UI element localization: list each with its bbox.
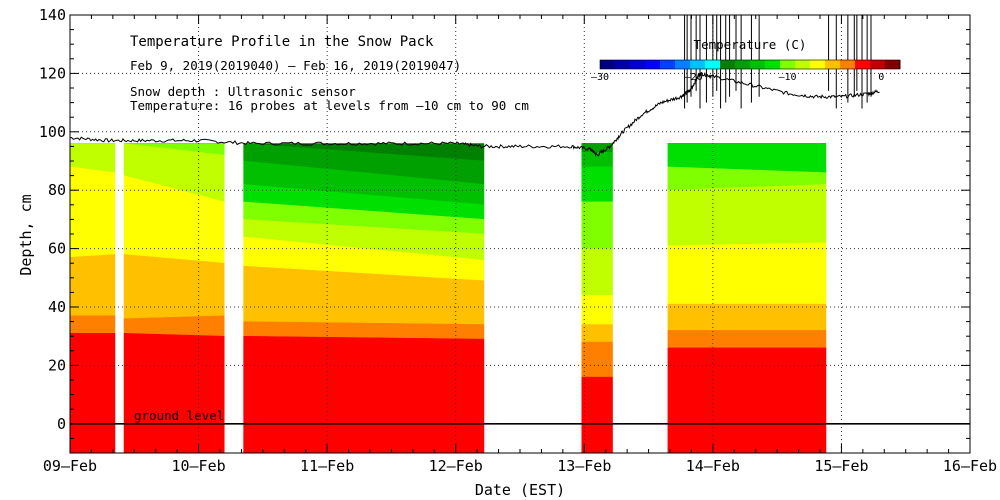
colorbar-swatch-7 (705, 60, 721, 69)
colorbar-swatch-1 (615, 60, 631, 69)
x-tick-label-0: 09–Feb (43, 457, 97, 475)
y-tick-label-2: 40 (48, 298, 66, 316)
colorbar-swatch-2 (630, 60, 646, 69)
x-tick-label-2: 11–Feb (300, 457, 354, 475)
y-tick-label-6: 120 (39, 64, 66, 82)
band-3-4 (581, 201, 613, 249)
band-3-1 (581, 143, 613, 153)
band-4-8 (667, 330, 827, 349)
band-0-6 (70, 166, 116, 258)
band-3-8 (581, 341, 613, 378)
snow-depth-line (70, 71, 880, 157)
colorbar-label-2: –10 (778, 72, 796, 83)
colorbar-swatch-13 (795, 60, 811, 69)
y-tick-label-4: 80 (48, 181, 66, 199)
colorbar-swatch-3 (645, 60, 661, 69)
colorbar-swatch-17 (855, 60, 871, 69)
band-0-9 (70, 333, 116, 453)
colorbar-frame (599, 59, 901, 70)
colorbar-swatch-0 (600, 60, 616, 69)
y-tick-label-5: 100 (39, 123, 66, 141)
colorbar-title: Temperature (C) (694, 37, 807, 52)
band-3-5 (581, 248, 613, 296)
colorbar-swatch-6 (690, 60, 706, 69)
colorbar-swatch-15 (825, 60, 841, 69)
band-1-9 (123, 333, 225, 453)
colorbar-swatch-14 (810, 60, 826, 69)
axis-ticks (69, 14, 971, 454)
band-4-6 (667, 242, 827, 305)
colorbar-swatch-19 (885, 60, 901, 69)
x-tick-label-7: 16–Feb (943, 457, 997, 475)
band-3-6 (581, 295, 613, 325)
y-tick-label-1: 20 (48, 356, 66, 374)
colorbar-swatch-18 (870, 60, 886, 69)
colorbar-swatch-4 (660, 60, 676, 69)
band-1-7 (123, 254, 225, 319)
x-tick-label-1: 10–Feb (171, 457, 225, 475)
band-4-7 (667, 303, 827, 331)
temperature-note: Temperature: 16 probes at levels from –1… (130, 98, 529, 113)
band-0-8 (70, 315, 116, 334)
colorbar-label-0: –30 (591, 72, 609, 83)
band-4-5 (667, 184, 827, 246)
y-tick-label-3: 60 (48, 240, 66, 258)
band-1-8 (123, 315, 225, 337)
chart-title: Temperature Profile in the Snow Pack (130, 34, 434, 50)
y-axis-title: Depth, cm (17, 194, 35, 275)
band-4-9 (667, 347, 827, 453)
colorbar-swatch-9 (735, 60, 751, 69)
x-axis-title: Date (EST) (475, 481, 565, 499)
y-tick-labels: 0 20 40 60 80 100 120 140 (39, 6, 66, 433)
colorbar-label-1: –20 (685, 72, 703, 83)
colorbar: Temperature (C) –30 –20 –10 0 (591, 37, 901, 83)
contour-bands (70, 143, 827, 453)
colorbar-tick-labels: –30 –20 –10 0 (591, 72, 884, 83)
colorbar-swatch-8 (720, 60, 736, 69)
colorbar-swatch-16 (840, 60, 856, 69)
x-tick-label-4: 13–Feb (557, 457, 611, 475)
x-tick-label-5: 14–Feb (686, 457, 740, 475)
ground-level-label: ground level (134, 408, 224, 423)
band-3-9 (581, 376, 613, 453)
band-2-9 (243, 335, 485, 453)
x-tick-labels: 09–Feb 10–Feb 11–Feb 12–Feb 13–Feb 14–Feb 15–F… (43, 457, 997, 475)
snow-depth-note: Snow depth : Ultrasonic sensor (130, 84, 356, 99)
colorbar-label-3: 0 (878, 72, 884, 83)
colorbar-swatch-5 (675, 60, 691, 69)
colorbar-swatches (599, 59, 901, 70)
band-3-7 (581, 324, 613, 343)
colorbar-swatch-11 (765, 60, 781, 69)
y-tick-label-0: 0 (57, 415, 66, 433)
colorbar-swatch-12 (780, 60, 796, 69)
chart-subtitle: Feb 9, 2019(2019040) – Feb 16, 2019(2019… (130, 58, 461, 73)
colorbar-swatch-10 (750, 60, 766, 69)
x-tick-label-3: 12–Feb (429, 457, 483, 475)
y-tick-label-7: 140 (39, 6, 66, 24)
band-3-3 (581, 166, 613, 203)
x-tick-label-6: 15–Feb (814, 457, 868, 475)
